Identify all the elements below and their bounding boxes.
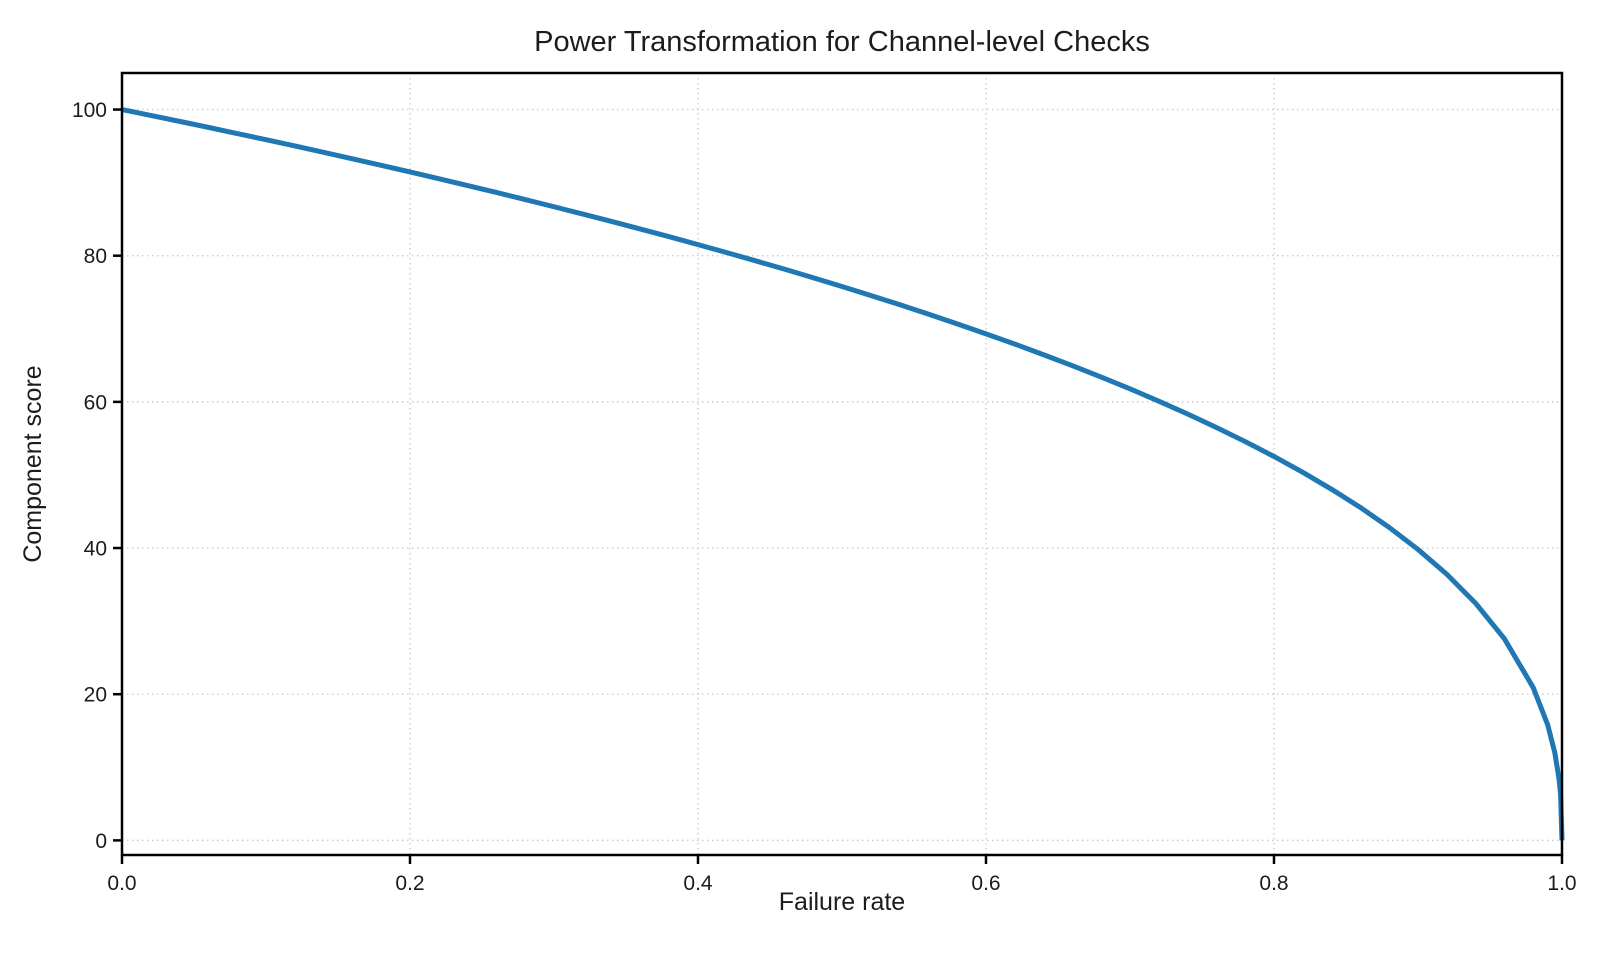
- plot-border: [120, 71, 1564, 857]
- y-tick-label: 80: [84, 245, 107, 268]
- x-tick-label: 0.2: [395, 872, 424, 895]
- component-score-curve: [121, 107, 1565, 841]
- x-tick-label: 0.0: [107, 872, 136, 895]
- y-tick-label: 40: [84, 538, 107, 561]
- x-axis-label: Failure rate: [779, 888, 905, 916]
- x-tick-label: 0.8: [1259, 872, 1288, 895]
- y-tick-label: 100: [72, 99, 107, 122]
- series-layer: [121, 107, 1565, 841]
- x-tick-label: 0.6: [971, 872, 1000, 895]
- y-axis-label: Component score: [19, 365, 47, 562]
- grid-layer: [122, 73, 1562, 855]
- y-tick-label: 60: [84, 391, 107, 414]
- y-tick-label: 20: [84, 684, 107, 707]
- axis-layer: 0.0 0.2 0.4 0.6 0.8 1.0 0 20 40 60 80 100: [72, 99, 1577, 895]
- x-tick-label: 1.0: [1547, 872, 1576, 895]
- x-tick-label: 0.4: [683, 872, 713, 895]
- chart-title: Power Transformation for Channel-level C…: [534, 26, 1150, 58]
- y-tick-label: 0: [95, 830, 107, 853]
